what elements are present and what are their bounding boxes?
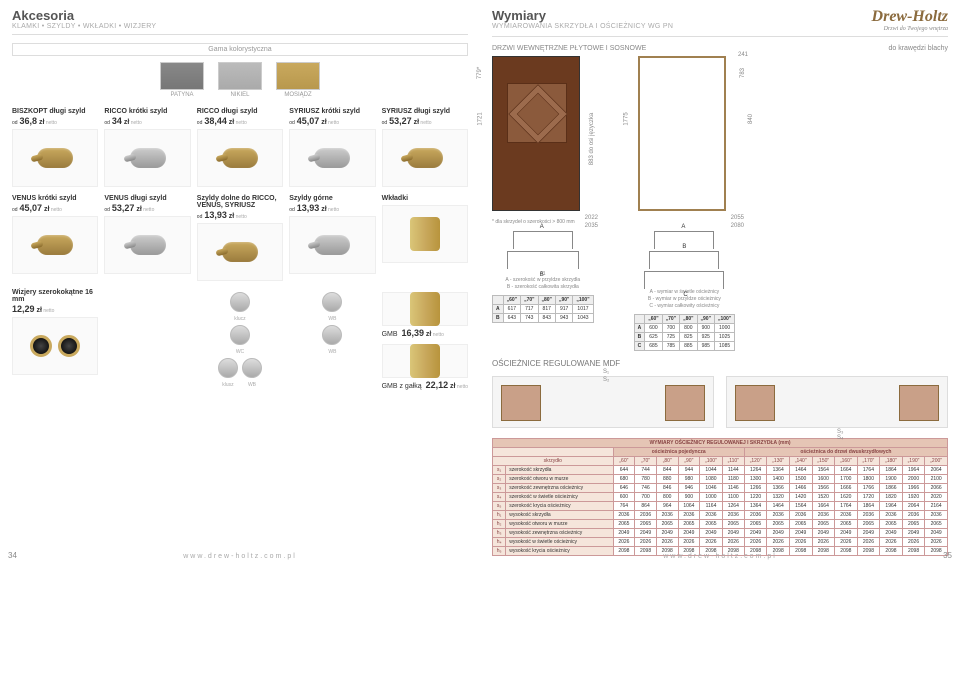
product-item: RICCO długi szyld od 38,44 zł netto [197, 108, 283, 187]
gmb-block: GMB 16,39 zł netto GMB z gałką 22,12 zł … [382, 289, 468, 390]
swatch-mosiadz: MOSIĄDZ [276, 62, 320, 98]
cylinder-icon [410, 344, 440, 378]
product-item: RICCO krótki szyld od 34 zł netto [104, 108, 190, 187]
mdf-section-right: S₃ S₄ [726, 376, 948, 428]
footer-url: www.drew-holtz.com.pl [663, 553, 777, 560]
gmbg-price: 22,12 [426, 380, 449, 390]
header-left: Akcesoria KLAMKI • SZYLDY • WKŁADKI • WI… [12, 8, 468, 35]
page-number: 35 [943, 551, 952, 560]
door-diagram: 1721 779* 883 do osi języczka 2022 2035 … [492, 56, 948, 211]
products-row2: VENUS krótki szyld od 45,07 zł netto VEN… [12, 195, 468, 281]
door-icon [492, 56, 580, 211]
handle-icon [130, 235, 166, 255]
gmbg-label: GMB z gałką [382, 383, 422, 390]
szyd-icon [322, 292, 342, 312]
szyd-icon [218, 358, 238, 378]
krawedz-label: do krawędzi blachy [888, 45, 948, 52]
wb-label3: WB [242, 382, 262, 388]
szyd-icon [322, 325, 342, 345]
mdf-section-left: S₁ S₂ [492, 376, 714, 428]
szyd-icon [230, 292, 250, 312]
swatch-row: PATYNA NIKIEL MOSIĄDZ [12, 62, 468, 98]
gama-title: Gama kolorystyczna [12, 43, 468, 56]
klusz-label: klusz [218, 382, 238, 388]
gmb-price: 16,39 [401, 328, 424, 338]
handle-icon [130, 148, 166, 168]
big-table: WYMIARY OŚCIEŻNICY REGULOWANEJ I SKRZYDŁ… [492, 438, 948, 556]
swatch-patyna: PATYNA [160, 62, 204, 98]
product-item: Szyldy górne od 13,93 zł netto [289, 195, 375, 281]
handle-icon [314, 148, 350, 168]
product-item: SYRIUSZ krótki szyld od 45,07 zł netto [289, 108, 375, 187]
klucz-label: klucz [230, 316, 250, 322]
cylinder-icon [410, 292, 440, 326]
gmb-label: GMB [382, 331, 398, 338]
product-item: VENUS długi szyld od 53,27 zł netto [104, 195, 190, 281]
cylinder-icon [410, 217, 440, 251]
handle-icon [37, 148, 73, 168]
swatch-nikiel: NIKIEL [218, 62, 262, 98]
wizjer-name: Wizjery szerokokątne 16 mm [12, 289, 98, 303]
page-title: Wymiary [492, 8, 872, 23]
products-row1: BISZKOPT długi szyld od 36,8 zł netto RI… [12, 108, 468, 187]
extras-row: Wizjery szerokokątne 16 mm 12,29 zł nett… [12, 289, 468, 390]
product-item: VENUS krótki szyld od 45,07 zł netto [12, 195, 98, 281]
wb-label: WB [322, 316, 342, 322]
szyd-icon [242, 358, 262, 378]
wb-label2: WB [322, 349, 342, 355]
footer-url: www.drew-holtz.com.pl [183, 553, 297, 560]
mdf-title: OŚCIEŻNICE REGULOWANE MDF [492, 359, 948, 368]
ab-diagram: A B 41 A - szerokość w przyldze skrzydła… [492, 231, 948, 351]
mini-block-2: WB WB [289, 289, 375, 390]
wizjer-icon [30, 335, 80, 357]
table-ab: „60"„70"„80"„90"„100"A6177178179171017B6… [492, 295, 594, 323]
table-abc: „60"„70"„80"„90"„100"A6007008009001000B6… [634, 314, 736, 351]
wizjer-block: Wizjery szerokokątne 16 mm 12,29 zł nett… [12, 289, 98, 390]
logo: Drew-Holtz Drzwi do Twojego wnętrza [872, 8, 948, 32]
product-item: SYRIUSZ długi szyld od 53,27 zł netto [382, 108, 468, 187]
page-number: 34 [8, 551, 17, 560]
legend-ab: A - szerokość w przyldze skrzydłaB - sze… [492, 277, 594, 291]
mini-block-1: klucz WC klusz WB [197, 289, 283, 390]
handle-icon [37, 235, 73, 255]
mdf-diagram: S₁ S₂ S₃ S₄ [492, 376, 948, 428]
product-item: Wkładki [382, 195, 468, 281]
logo-text: Drew-Holtz [872, 8, 948, 26]
door-box: 1721 779* 883 do osi języczka 2022 2035 [492, 56, 580, 211]
wizjer-price: 12,29 [12, 304, 35, 314]
page-title: Akcesoria [12, 8, 468, 23]
handle-icon [222, 148, 258, 168]
handle-icon [314, 235, 350, 255]
left-page: Akcesoria KLAMKI • SZYLDY • WKŁADKI • WI… [0, 0, 480, 564]
frame-box: 1775 783 241 2055 2080 840 [638, 56, 726, 211]
wc-label: WC [230, 349, 250, 355]
szyd-icon [230, 325, 250, 345]
product-item: Szyldy dolne do RICCO, VENUS, SYRIUSZ od… [197, 195, 283, 281]
note-800: * dla skrzydeł o szerokości > 800 mm [492, 219, 948, 225]
handle-icon [222, 242, 258, 262]
frame-icon [638, 56, 726, 211]
page-subtitle: WYMIAROWANIA SKRZYDŁA I OŚCIEŻNICY WG PN [492, 23, 872, 30]
header-right: Wymiary WYMIAROWANIA SKRZYDŁA I OŚCIEŻNI… [492, 8, 948, 37]
handle-icon [407, 148, 443, 168]
right-page: Wymiary WYMIAROWANIA SKRZYDŁA I OŚCIEŻNI… [480, 0, 960, 564]
product-item: BISZKOPT długi szyld od 36,8 zł netto [12, 108, 98, 187]
logo-tagline: Drzwi do Twojego wnętrza [872, 26, 948, 32]
drzwi-title: DRZWI WEWNĘTRZNE PŁYTOWE I SOSNOWE [492, 45, 646, 52]
page-subtitle: KLAMKI • SZYLDY • WKŁADKI • WIZJERY [12, 23, 468, 30]
